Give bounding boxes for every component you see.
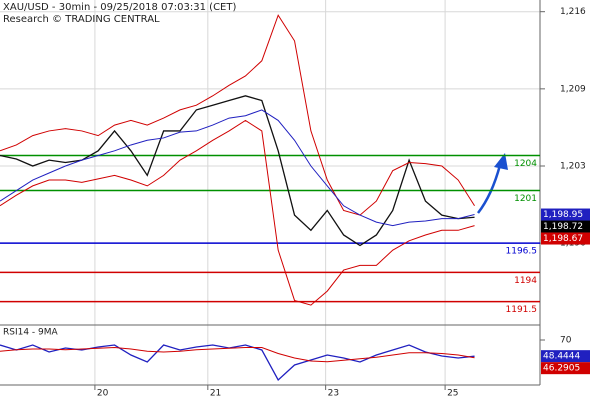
x-tick-label: 21 <box>210 389 221 399</box>
price-tag <box>541 232 590 245</box>
level-label: 1201 <box>514 194 537 204</box>
y-tick-label: 1,209 <box>560 84 586 94</box>
x-tick-label: 20 <box>97 389 109 399</box>
y-tick-label: 1,216 <box>560 7 586 17</box>
price-tag <box>541 350 590 363</box>
series-line <box>0 109 475 227</box>
rsi-title: RSI14 - 9MA <box>3 328 59 338</box>
forecast-arrow <box>477 153 508 214</box>
x-tick-label: 25 <box>447 389 458 399</box>
price-tag-label: 1,198.95 <box>543 210 583 220</box>
chart-title: XAU/USD - 30min - 09/25/2018 07:03:31 (C… <box>3 2 236 13</box>
arrow-shaft <box>477 164 502 214</box>
level-label: 1204 <box>514 159 537 169</box>
x-tick-label: 23 <box>328 389 339 399</box>
price-tag <box>541 208 590 221</box>
price-tag <box>541 220 590 233</box>
price-tag-label: 48.4444 <box>543 352 580 362</box>
series-line <box>0 95 475 247</box>
price-tag-label: 1,198.72 <box>543 222 583 232</box>
level-label: 1191.5 <box>506 305 538 315</box>
series-line <box>0 344 475 382</box>
price-tag <box>541 362 590 375</box>
series-line <box>0 119 475 306</box>
series-line <box>0 346 475 363</box>
series-line <box>0 14 475 216</box>
level-label: 1194 <box>514 276 537 286</box>
y-tick-label: 1,203 <box>560 162 586 172</box>
level-label: 1196.5 <box>506 247 538 257</box>
price-tag-label: 1,198.67 <box>543 234 583 244</box>
chart-subtitle: Research © TRADING CENTRAL <box>3 14 160 25</box>
price-tag-label: 46.2905 <box>543 364 580 374</box>
y-tick-label: 70 <box>560 336 572 346</box>
arrow-head <box>494 153 508 170</box>
